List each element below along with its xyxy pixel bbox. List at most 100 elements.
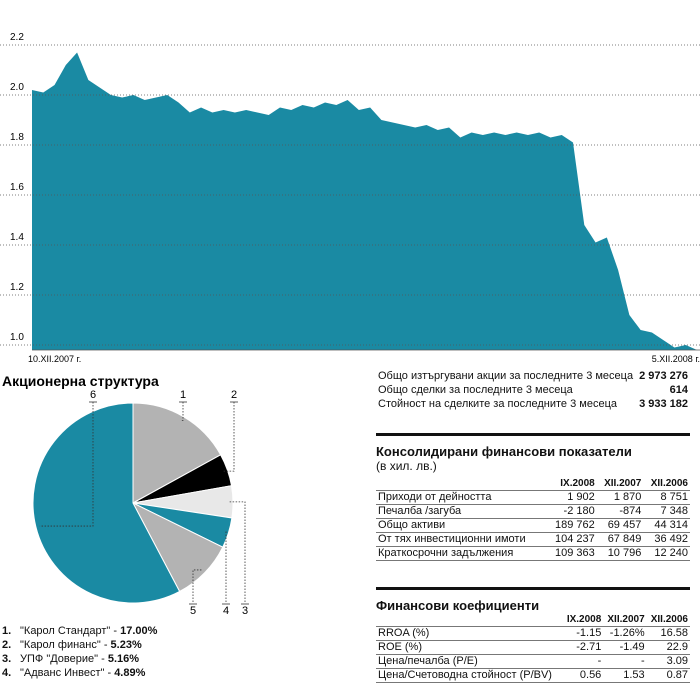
legend-number: 2. xyxy=(2,639,12,651)
row-label: RROA (%) xyxy=(376,626,563,641)
row-label: От тях инвестиционни имоти xyxy=(376,532,548,547)
table-row: ROE (%) -2.71 -1.49 22.9 xyxy=(376,640,690,655)
legend-value: 4.89% xyxy=(114,667,146,679)
value-cell: 0.87 xyxy=(646,668,690,683)
value-cell: 189 762 xyxy=(547,518,597,533)
legend-entry: 2. "Карол финанс" - 5.23% xyxy=(2,639,142,651)
legend-name: "Адванс Инвест" - xyxy=(20,667,112,679)
x-tick-label: 10.XII.2007 г. xyxy=(28,354,81,364)
value-cell: 614 xyxy=(669,383,688,396)
legend-entry: 3. УПФ "Доверие" - 5.16% xyxy=(2,653,139,665)
y-tick-label: 1.8 xyxy=(10,132,24,143)
table-row: RROA (%) -1.15 -1.26% 16.58 xyxy=(376,626,690,641)
value-cell: -2.71 xyxy=(562,640,604,655)
slice-label: 1 xyxy=(180,389,186,401)
value-cell: 8 751 xyxy=(643,490,690,505)
y-tick-label: 2.2 xyxy=(10,32,24,43)
leader-line xyxy=(228,501,246,602)
x-tick-label: 5.XII.2008 г. xyxy=(652,354,700,364)
table-row: Общо изтъргувани акции за последните 3 м… xyxy=(376,369,690,383)
column-header: XII.2006 xyxy=(643,477,690,491)
column-header: XII.2007 xyxy=(596,477,644,491)
legend-value: 17.00% xyxy=(120,625,158,637)
row-label: Цена/Счетоводна стойност (P/BV) xyxy=(376,668,563,683)
column-header: IX.2008 xyxy=(547,477,597,491)
financials-title: Консолидирани финансови показатели xyxy=(376,444,632,459)
slice-label: 5 xyxy=(190,605,196,617)
slice-label: 2 xyxy=(231,389,237,401)
row-label: Стойност на сделките за последните 3 мес… xyxy=(378,397,617,410)
value-cell: 7 348 xyxy=(643,504,690,519)
y-tick-label: 1.0 xyxy=(10,332,24,343)
row-label: Краткосрочни задължения xyxy=(376,546,548,561)
value-cell: 3.09 xyxy=(646,654,690,669)
leader-line xyxy=(181,402,184,421)
column-header: XII.2006 xyxy=(646,613,690,627)
value-cell: - xyxy=(562,654,604,669)
leader-line xyxy=(224,531,227,602)
value-cell: -874 xyxy=(596,504,644,519)
value-cell: 22.9 xyxy=(646,640,690,655)
value-cell: 3 933 182 xyxy=(639,397,688,410)
row-label: Общо сделки за последните 3 месеца xyxy=(378,383,573,396)
slice-label: 3 xyxy=(242,605,248,617)
table-row: Печалба /загуба -2 180 -874 7 348 xyxy=(376,504,690,519)
table-row: Краткосрочни задължения 109 363 10 796 12 2… xyxy=(376,546,690,561)
value-cell: 36 492 xyxy=(643,532,690,547)
slice-label: 6 xyxy=(90,389,96,401)
legend-name: "Карол Стандарт" - xyxy=(20,625,118,637)
row-label: Общо изтъргувани акции за последните 3 м… xyxy=(378,369,634,382)
value-cell: 104 237 xyxy=(547,532,597,547)
row-label: Общо активи xyxy=(376,518,548,533)
legend-value: 5.23% xyxy=(110,639,142,651)
value-cell: 12 240 xyxy=(643,546,690,561)
legend-entry: 4. "Адванс Инвест" - 4.89% xyxy=(2,667,145,679)
header-row: IX.2008 XII.2007 XII.2006 xyxy=(376,477,690,491)
value-cell: 16.58 xyxy=(646,626,690,641)
price-area xyxy=(32,52,697,350)
row-label: ROE (%) xyxy=(376,640,563,655)
legend-number: 4. xyxy=(2,667,12,679)
value-cell: 1 902 xyxy=(547,490,597,505)
value-cell: -1.15 xyxy=(562,626,604,641)
value-cell: 109 363 xyxy=(547,546,597,561)
legend-name: "Карол финанс" - xyxy=(20,639,108,651)
financials-block: Консолидирани финансови показатели (в хи… xyxy=(376,433,690,561)
ratios-block: Финансови коефициенти IX.2008 XII.2007 XII… xyxy=(376,587,690,683)
column-header: IX.2008 xyxy=(562,613,604,627)
trading-block: Общо изтъргувани акции за последните 3 м… xyxy=(376,369,690,411)
legend-entry: 1. "Карол Стандарт" - 17.00% xyxy=(2,625,157,637)
legend-number: 3. xyxy=(2,653,12,665)
leader-line xyxy=(39,402,94,527)
y-tick-label: 1.4 xyxy=(10,232,24,243)
y-tick-label: 1.2 xyxy=(10,282,24,293)
table-row: Цена/Счетоводна стойност (P/BV) 0.56 1.53 0… xyxy=(376,668,690,683)
value-cell: 44 314 xyxy=(643,518,690,533)
pie-slice xyxy=(132,402,222,504)
table-row: От тях инвестиционни имоти 104 237 67 849 3… xyxy=(376,532,690,547)
legend-value: 5.16% xyxy=(107,653,140,665)
legend-name: УПФ "Доверие" - xyxy=(20,653,105,665)
value-cell: 0.56 xyxy=(562,668,604,683)
table-row: Общо активи 189 762 69 457 44 314 xyxy=(376,518,690,533)
value-cell: 10 796 xyxy=(596,546,644,561)
table-row: Общо сделки за последните 3 месеца 614 xyxy=(376,383,690,397)
value-cell: 1.53 xyxy=(603,668,647,683)
header-row: IX.2008 XII.2007 XII.2006 xyxy=(376,613,690,627)
table-row: Приходи от дейността 1 902 1 870 8 751 xyxy=(376,490,690,505)
pie-slice xyxy=(32,402,181,604)
header-cell xyxy=(376,477,548,491)
value-cell: - xyxy=(603,654,647,669)
pie-title: Акционерна структура xyxy=(2,373,159,389)
value-cell: -1.49 xyxy=(603,640,647,655)
value-cell: 69 457 xyxy=(596,518,644,533)
ratios-title: Финансови коефициенти xyxy=(376,598,540,613)
value-cell: 67 849 xyxy=(596,532,644,547)
value-cell: -2 180 xyxy=(547,504,597,519)
financials-table: IX.2008 XII.2007 XII.2006 Приходи от дейнос… xyxy=(376,477,690,561)
legend-number: 1. xyxy=(2,625,12,637)
table-row: Стойност на сделките за последните 3 мес… xyxy=(376,397,690,411)
column-header: XII.2007 xyxy=(603,613,647,627)
